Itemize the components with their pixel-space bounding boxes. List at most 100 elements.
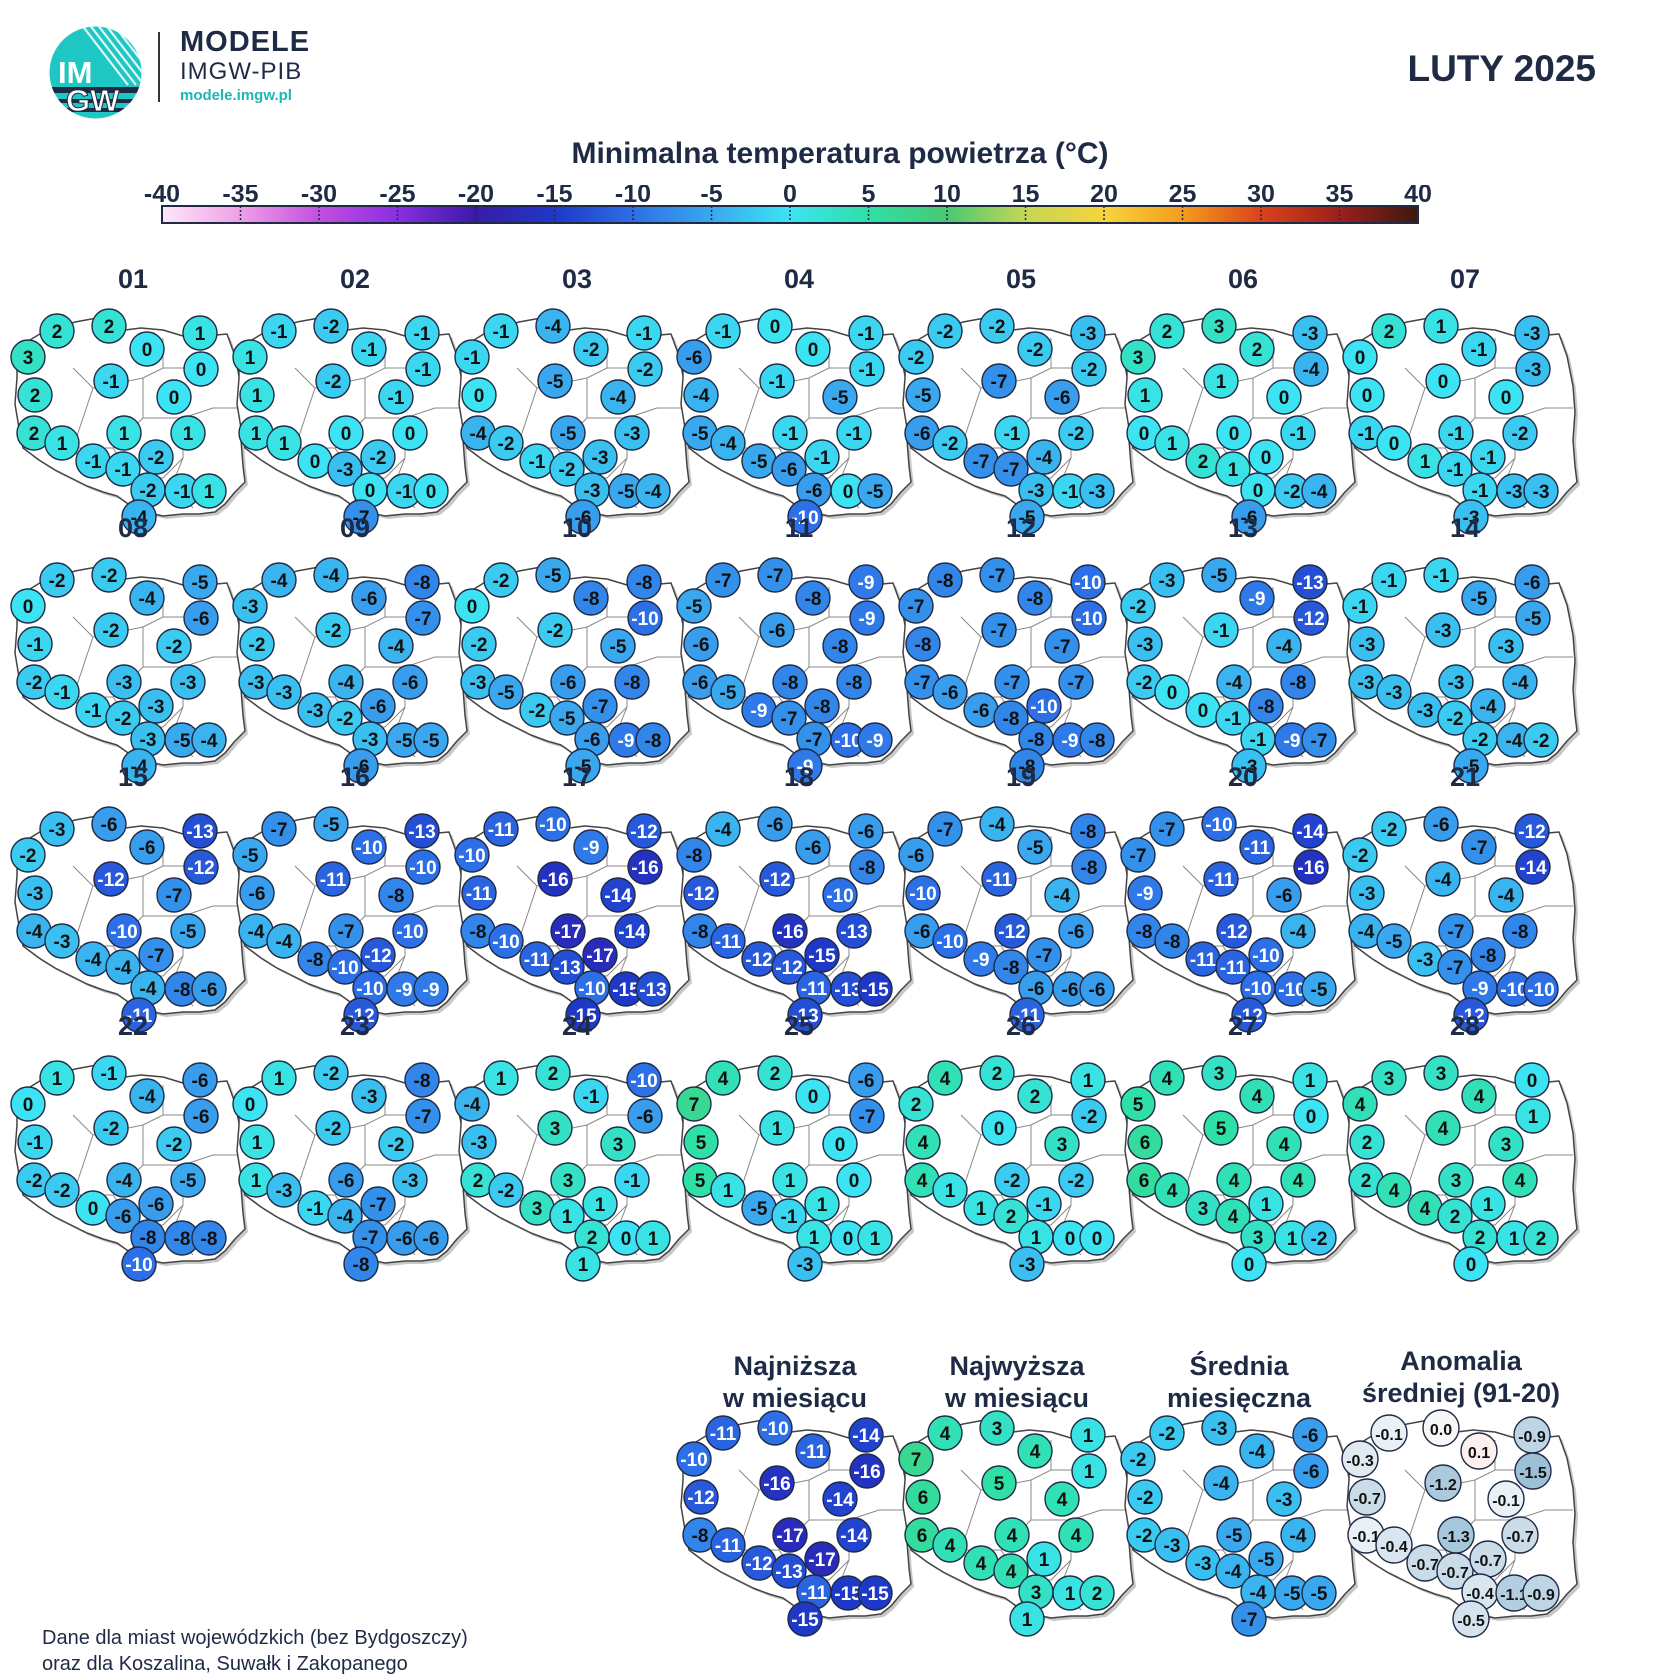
city-marker	[857, 473, 893, 509]
city-value: 4	[1057, 1490, 1068, 1511]
city-marker	[1274, 1575, 1310, 1611]
city-value: 0	[1229, 424, 1240, 445]
city-marker	[1009, 997, 1045, 1033]
city-marker	[39, 1060, 75, 1096]
voivodeship-boundary	[365, 905, 463, 917]
city-value: -4	[989, 815, 1006, 836]
city-marker	[682, 415, 718, 451]
city-value: -11	[1190, 950, 1217, 971]
city-value: -7	[767, 566, 784, 587]
city-value: -7	[991, 621, 1008, 642]
voivodeship-boundary	[517, 627, 588, 698]
city-marker	[898, 588, 934, 624]
city-value: -6	[1028, 979, 1045, 1000]
city-value: -7	[148, 946, 165, 967]
voivodeship-boundary	[92, 865, 193, 887]
voivodeship-boundary	[1282, 667, 1304, 758]
city-value: -4	[1498, 886, 1515, 907]
city-marker	[129, 829, 165, 865]
city-marker	[994, 1162, 1030, 1198]
city-value: -17	[808, 1550, 835, 1571]
city-marker	[1216, 1162, 1252, 1198]
colorbar-tick-label: -15	[536, 185, 572, 208]
city-marker	[1240, 472, 1276, 508]
city-value: -4	[1506, 731, 1523, 752]
voivodeship-boundary	[1444, 1549, 1516, 1581]
city-value: -3	[1164, 1536, 1181, 1557]
city-value: 0	[1065, 1229, 1076, 1250]
city-value: 1	[1216, 372, 1227, 393]
poland-outline	[14, 317, 246, 517]
city-marker	[351, 829, 387, 865]
city-value: -6	[115, 1207, 132, 1228]
poland-outline	[902, 566, 1134, 766]
city-value: -11	[1014, 1006, 1041, 1027]
city-marker	[772, 664, 808, 700]
city-marker	[537, 363, 573, 399]
poland-outline	[1124, 1419, 1356, 1619]
voivodeship-boundary	[980, 616, 1081, 638]
city-marker	[600, 379, 636, 415]
city-marker	[327, 949, 363, 985]
city-marker	[1185, 1545, 1221, 1581]
city-value: -8	[832, 637, 849, 658]
city-marker	[771, 451, 807, 487]
city-marker	[1052, 722, 1088, 758]
city-marker	[1071, 600, 1107, 636]
city-value: -6	[1054, 388, 1071, 409]
city-marker	[1470, 1186, 1506, 1222]
city-marker	[404, 813, 440, 849]
city-marker	[1371, 811, 1407, 847]
map-shadow	[1128, 321, 1358, 519]
daily-map: 01 -1-4-6-6-1-2-2-2 -2 -4 -50 -6-6-8 -8-10-8	[10, 1055, 248, 1282]
city-marker	[1461, 1573, 1499, 1611]
city-value: -13	[1296, 573, 1323, 594]
voivodeship-boundary	[1282, 418, 1304, 509]
city-marker	[741, 1545, 777, 1581]
city-value: -3	[1302, 324, 1319, 345]
city-marker	[1496, 722, 1532, 758]
map-label: 21	[1450, 762, 1480, 792]
voivodeship-boundary	[556, 945, 628, 977]
city-marker	[1370, 1414, 1408, 1452]
city-value: 1	[595, 1195, 606, 1216]
city-value: -10	[539, 815, 566, 836]
city-marker	[1266, 379, 1302, 415]
city-marker	[313, 1055, 349, 1091]
voivodeship-boundary	[758, 1114, 859, 1136]
city-marker	[993, 949, 1029, 985]
city-marker	[993, 1198, 1029, 1234]
city-marker	[1280, 913, 1316, 949]
city-marker	[261, 811, 297, 847]
city-value: -17	[586, 946, 613, 967]
city-marker	[676, 1086, 712, 1122]
city-marker	[360, 688, 396, 724]
poland-outline	[236, 1064, 468, 1264]
city-value: -6	[767, 815, 784, 836]
map-label: 10	[562, 513, 592, 543]
voivodeship-boundary	[516, 616, 538, 698]
city-marker	[1349, 1124, 1385, 1160]
city-value: -3	[248, 673, 265, 694]
city-marker	[1215, 451, 1251, 487]
city-value: -2	[140, 481, 157, 502]
city-value: 0	[1198, 701, 1209, 722]
city-value: -3	[148, 697, 165, 718]
city-marker	[1201, 308, 1237, 344]
city-marker	[535, 557, 571, 593]
city-value: -12	[630, 822, 657, 843]
city-marker	[848, 1062, 884, 1098]
city-value: -4	[715, 820, 732, 841]
city-value: 1	[1084, 1462, 1095, 1483]
city-value: -1.2	[1429, 1477, 1457, 1494]
city-value: -11	[488, 820, 515, 841]
city-value: 0	[426, 482, 437, 503]
city-marker	[343, 748, 379, 784]
city-value: 1	[1483, 1195, 1494, 1216]
city-value: -4	[337, 1207, 354, 1228]
city-marker	[804, 439, 840, 475]
city-marker	[614, 913, 650, 949]
city-value: -9	[1472, 979, 1489, 1000]
city-marker	[1407, 1190, 1443, 1226]
